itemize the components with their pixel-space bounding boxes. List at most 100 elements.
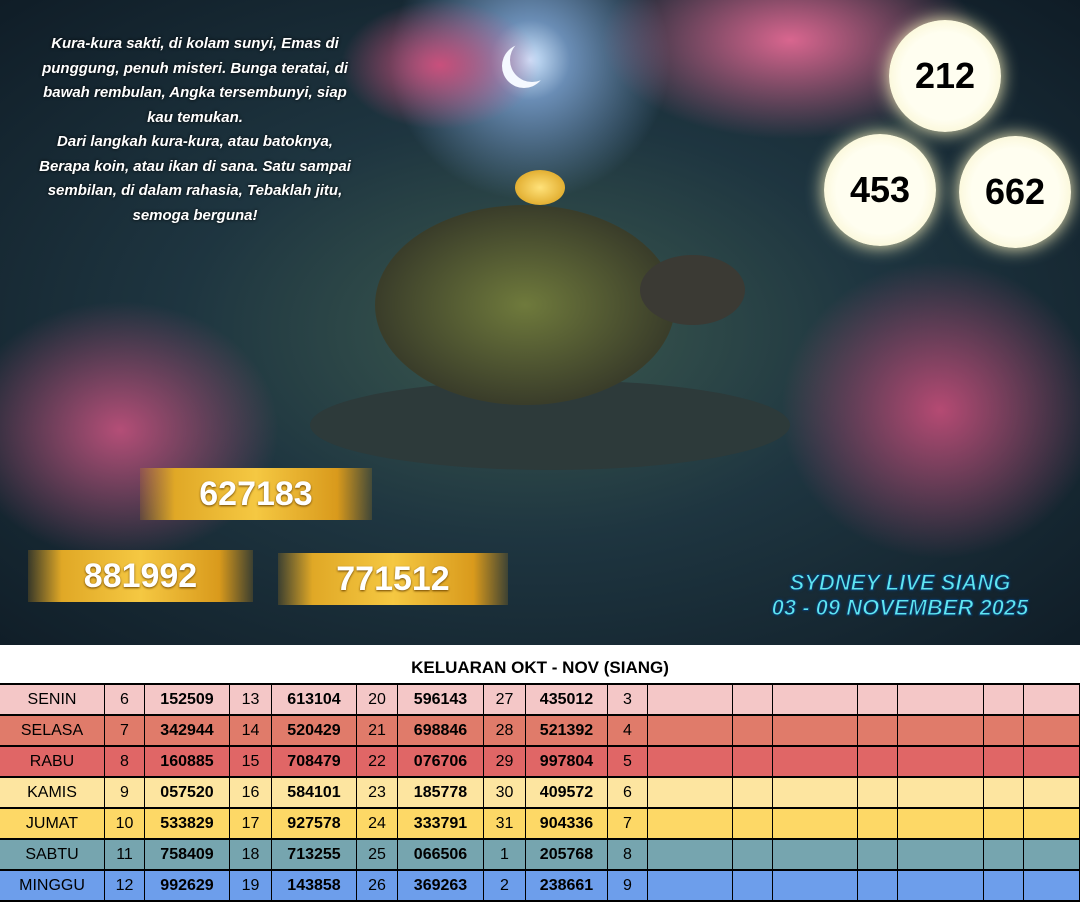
day-cell: MINGGU: [0, 871, 105, 900]
table-title: KELUARAN OKT - NOV (SIANG): [0, 652, 1080, 685]
table-cell: 29: [484, 747, 526, 776]
number-bar: 771512: [278, 553, 508, 605]
empty-cell: [1024, 685, 1080, 714]
gold-ingot: [515, 170, 565, 205]
banner-dates: 03 - 09 NOVEMBER 2025: [771, 595, 1029, 621]
empty-cell: [773, 840, 858, 869]
table-cell: 5: [608, 747, 648, 776]
table-row: SENIN 6 152509 13 613104 20 596143 27 435012 3: [0, 685, 1080, 716]
empty-cell: [773, 778, 858, 807]
table-cell: 185778: [398, 778, 484, 807]
table-cell: 713255: [272, 840, 357, 869]
table-cell: 14: [230, 716, 272, 745]
table-cell: 333791: [398, 809, 484, 838]
empty-cell: [898, 840, 984, 869]
table-cell: 160885: [145, 747, 230, 776]
day-cell: SELASA: [0, 716, 105, 745]
empty-cell: [898, 809, 984, 838]
table-cell: 613104: [272, 685, 357, 714]
table-cell: 205768: [526, 840, 608, 869]
empty-cell: [858, 840, 898, 869]
results-table: KELUARAN OKT - NOV (SIANG) SENIN 6 152509 1…: [0, 652, 1080, 902]
poem-line: Kura-kura sakti, di kolam sunyi, Emas di: [51, 35, 339, 52]
empty-cell: [984, 716, 1024, 745]
table-cell: 28: [484, 716, 526, 745]
table-row: KAMIS 9 057520 16 584101 23 185778 30 409572 6: [0, 778, 1080, 809]
empty-cell: [733, 685, 773, 714]
table-cell: 12: [105, 871, 145, 900]
empty-cell: [733, 809, 773, 838]
number-circle: 453: [824, 134, 936, 246]
empty-cell: [1024, 809, 1080, 838]
table-cell: 708479: [272, 747, 357, 776]
empty-cell: [858, 716, 898, 745]
empty-cell: [898, 716, 984, 745]
number-circle: 212: [889, 20, 1001, 132]
empty-cell: [773, 809, 858, 838]
table-cell: 21: [357, 716, 398, 745]
turtle-shell: [375, 205, 675, 405]
table-cell: 066506: [398, 840, 484, 869]
table-cell: 6: [105, 685, 145, 714]
empty-cell: [1024, 840, 1080, 869]
day-cell: SABTU: [0, 840, 105, 869]
empty-cell: [984, 871, 1024, 900]
table-cell: 7: [105, 716, 145, 745]
table-cell: 8: [608, 840, 648, 869]
blossom: [340, 0, 540, 130]
empty-cell: [773, 871, 858, 900]
table-cell: 6: [608, 778, 648, 807]
empty-cell: [648, 778, 733, 807]
empty-cell: [1024, 871, 1080, 900]
table-cell: 1: [484, 840, 526, 869]
table-cell: 8: [105, 747, 145, 776]
empty-cell: [1024, 778, 1080, 807]
table-cell: 27: [484, 685, 526, 714]
empty-cell: [648, 809, 733, 838]
table-cell: 15: [230, 747, 272, 776]
poem-line: punggung, penuh misteri. Bunga teratai, …: [42, 59, 348, 77]
table-cell: 152509: [145, 685, 230, 714]
poem-line: Dari langkah kura-kura, atau batoknya,: [57, 133, 333, 150]
table-cell: 18: [230, 840, 272, 869]
table-cell: 698846: [398, 716, 484, 745]
table-cell: 927578: [272, 809, 357, 838]
table-row: JUMAT 10 533829 17 927578 24 333791 31 904336 7: [0, 809, 1080, 840]
table-cell: 13: [230, 685, 272, 714]
poster-scene: Kura-kura sakti, di kolam sunyi, Emas di…: [0, 0, 1080, 645]
empty-cell: [1024, 747, 1080, 776]
day-cell: JUMAT: [0, 809, 105, 838]
poem: Kura-kura sakti, di kolam sunyi, Emas di…: [10, 32, 380, 228]
table-cell: 143858: [272, 871, 357, 900]
table-cell: 24: [357, 809, 398, 838]
day-cell: RABU: [0, 747, 105, 776]
empty-cell: [773, 685, 858, 714]
empty-cell: [733, 840, 773, 869]
table-cell: 596143: [398, 685, 484, 714]
table-cell: 904336: [526, 809, 608, 838]
empty-cell: [858, 778, 898, 807]
number-bar: 881992: [28, 550, 253, 602]
table-cell: 057520: [145, 778, 230, 807]
empty-cell: [858, 809, 898, 838]
empty-cell: [984, 747, 1024, 776]
turtle-head: [640, 255, 745, 325]
lotus-field: [780, 260, 1080, 560]
empty-cell: [773, 747, 858, 776]
empty-cell: [733, 778, 773, 807]
empty-cell: [733, 716, 773, 745]
empty-cell: [648, 685, 733, 714]
table-cell: 30: [484, 778, 526, 807]
empty-cell: [733, 871, 773, 900]
table-cell: 435012: [526, 685, 608, 714]
empty-cell: [898, 871, 984, 900]
poem-line: Berapa koin, atau ikan di sana. Satu sam…: [39, 157, 351, 175]
empty-cell: [1024, 716, 1080, 745]
table-cell: 10: [105, 809, 145, 838]
table-row: SELASA 7 342944 14 520429 21 698846 28 521392 4: [0, 716, 1080, 747]
empty-cell: [733, 747, 773, 776]
table-cell: 533829: [145, 809, 230, 838]
empty-cell: [984, 809, 1024, 838]
table-cell: 076706: [398, 747, 484, 776]
table-cell: 22: [357, 747, 398, 776]
